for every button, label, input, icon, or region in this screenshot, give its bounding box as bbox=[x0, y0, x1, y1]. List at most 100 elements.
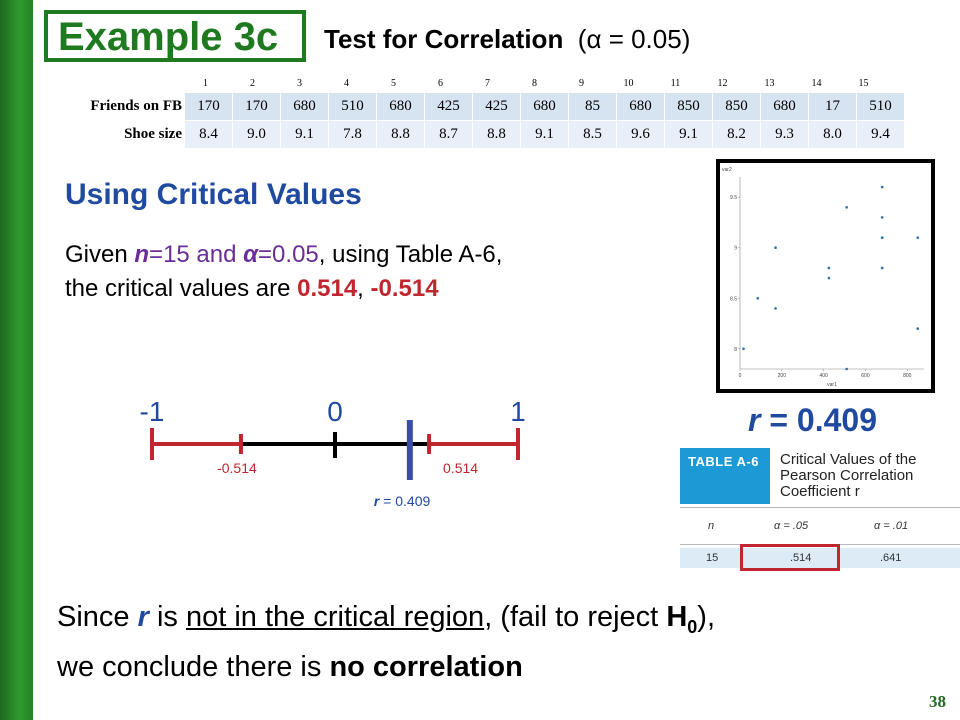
scatter-point bbox=[916, 236, 920, 239]
given-line-2: the critical values are 0.514, -0.514 bbox=[65, 272, 502, 306]
critical-region-right bbox=[429, 428, 520, 460]
table-a6-header: TABLE A-6 Critical Values of the Pearson… bbox=[680, 448, 960, 504]
index-cell: 9 bbox=[579, 78, 584, 89]
table-cell: 170 bbox=[184, 92, 233, 121]
given-p3: =0.05 bbox=[258, 241, 319, 268]
conc-h: H0 bbox=[666, 601, 697, 637]
table-cell: 680 bbox=[520, 92, 569, 121]
scatter-point bbox=[880, 236, 884, 239]
critical-value-negative: -0.514 bbox=[370, 275, 439, 302]
conclusion-text: Since r is not in the critical region, (… bbox=[57, 597, 715, 687]
table-cell: 425 bbox=[424, 92, 473, 121]
given-p5: the critical values are bbox=[65, 275, 298, 302]
conclusion-line-1: Since r is not in the critical region, (… bbox=[57, 597, 715, 647]
table-a6-col-a05: α = .05 bbox=[774, 520, 809, 532]
table-a6-highlight-box bbox=[740, 544, 840, 571]
table-row: Friends on FB 170 170 680 510 680 425 425 680 85 6… bbox=[40, 92, 905, 121]
table-a6-tag-box: TABLE A-6 bbox=[680, 448, 770, 504]
critical-region-left bbox=[150, 428, 241, 460]
scatter-y-tick-label: 9.5 bbox=[730, 195, 737, 201]
scatter-point bbox=[756, 296, 760, 300]
scatter-point bbox=[916, 327, 920, 330]
index-cell: 7 bbox=[485, 78, 490, 89]
index-cell: 5 bbox=[391, 78, 396, 89]
conc-l1c: , (fail to reject bbox=[484, 601, 667, 633]
index-cell: 8 bbox=[532, 78, 537, 89]
table-cell: 8.4 bbox=[184, 120, 233, 149]
scatter-point bbox=[827, 276, 831, 280]
scatter-plot-frame: var2 var1 0 200 400 600 800 8 8.5 9 9.5 bbox=[716, 159, 935, 393]
scatter-y-title: var2 bbox=[722, 167, 732, 173]
index-cell: 13 bbox=[764, 78, 775, 89]
table-cell: 7.8 bbox=[328, 120, 377, 149]
scatter-point bbox=[774, 246, 777, 250]
scatter-x-tick-label: 200 bbox=[778, 373, 787, 379]
table-cell: 680 bbox=[376, 92, 425, 121]
index-cell: 10 bbox=[623, 78, 634, 89]
given-p2: =15 and bbox=[149, 241, 244, 268]
table-a6-col-n: n bbox=[708, 520, 715, 532]
table-a6-rule-1 bbox=[680, 507, 960, 508]
index-row: 1 2 3 4 5 6 7 8 9 10 11 12 13 14 15 bbox=[182, 78, 887, 90]
conc-h-letter: H bbox=[666, 601, 688, 633]
table-cell: 9.4 bbox=[856, 120, 905, 149]
page-number: 38 bbox=[929, 692, 946, 711]
index-cell: 14 bbox=[811, 78, 822, 89]
table-row: Shoe size 8.4 9.0 9.1 7.8 8.8 8.7 8.8 9.1 8.5 9.6 9… bbox=[40, 120, 905, 149]
given-line-1: Given n=15 and α=0.05, using Table A-6, bbox=[65, 238, 502, 272]
scatter-point bbox=[827, 266, 831, 270]
conc-l1a: Since bbox=[57, 601, 138, 633]
row-label: Friends on FB bbox=[90, 98, 182, 114]
index-cell: 4 bbox=[344, 78, 349, 89]
number-line: -1 0 1 -0.514 0.514 r = 0.409 bbox=[140, 396, 526, 509]
scatter-x-tick-label: 400 bbox=[819, 373, 828, 379]
numline-label-minus1: -1 bbox=[140, 396, 165, 427]
numline-label-0: 0 bbox=[327, 396, 343, 427]
index-cell: 11 bbox=[670, 78, 681, 89]
numline-r-var: r bbox=[374, 493, 381, 509]
table-cell: 9.1 bbox=[520, 120, 569, 149]
title-box: Example 3c bbox=[44, 10, 306, 62]
index-cell: 6 bbox=[438, 78, 443, 89]
table-a6-tag: TABLE A-6 bbox=[688, 454, 759, 469]
table-cell: 8.0 bbox=[808, 120, 857, 149]
r-result: r = 0.409 bbox=[748, 402, 877, 439]
table-cell: 680 bbox=[760, 92, 809, 121]
scatter-point bbox=[880, 216, 884, 219]
table-cell: 9.3 bbox=[760, 120, 809, 149]
conc-l1b: is bbox=[148, 601, 186, 633]
table-cell: 9.0 bbox=[232, 120, 281, 149]
scatter-point bbox=[845, 206, 848, 209]
table-cell: 8.8 bbox=[472, 120, 521, 149]
alpha-variable: α bbox=[243, 241, 259, 268]
table-cell: 9.1 bbox=[664, 120, 713, 149]
numline-cv-pos: 0.514 bbox=[443, 460, 478, 476]
scatter-x-tick-label: 0 bbox=[739, 373, 742, 379]
index-cell: 15 bbox=[858, 78, 869, 89]
scatter-y-tick-label: 8.5 bbox=[730, 296, 737, 302]
slide-title: Example 3c bbox=[58, 15, 279, 59]
conc-h-sub: 0 bbox=[687, 616, 698, 637]
index-cell: 12 bbox=[717, 78, 728, 89]
numline-label-1: 1 bbox=[510, 396, 526, 427]
table-cell: 510 bbox=[328, 92, 377, 121]
r-result-var: r bbox=[748, 402, 761, 438]
scatter-y-tick-label: 9 bbox=[734, 246, 737, 252]
conc-underlined: not in the critical region bbox=[185, 601, 485, 633]
table-cell: 425 bbox=[472, 92, 521, 121]
table-a6-row-a05: .514 bbox=[790, 552, 812, 564]
table-a6-col-a01: α = .01 bbox=[874, 520, 909, 532]
scatter-point bbox=[774, 307, 777, 310]
n-variable: n bbox=[134, 241, 150, 268]
scatter-y-tick-label: 8 bbox=[734, 347, 737, 353]
scatter-x-tick-label: 800 bbox=[903, 373, 912, 379]
table-cell: 510 bbox=[856, 92, 905, 121]
table-a6-row-a01: .641 bbox=[880, 552, 902, 564]
table-cell: 8.5 bbox=[568, 120, 617, 149]
scatter-point bbox=[742, 347, 745, 351]
table-cell: 8.8 bbox=[376, 120, 425, 149]
table-a6-description: Critical Values of the Pearson Correlati… bbox=[780, 451, 917, 500]
table-cell: 680 bbox=[616, 92, 665, 121]
table-cell: 9.1 bbox=[280, 120, 329, 149]
table-a6-row-15: 15 .514 .641 bbox=[680, 548, 960, 568]
